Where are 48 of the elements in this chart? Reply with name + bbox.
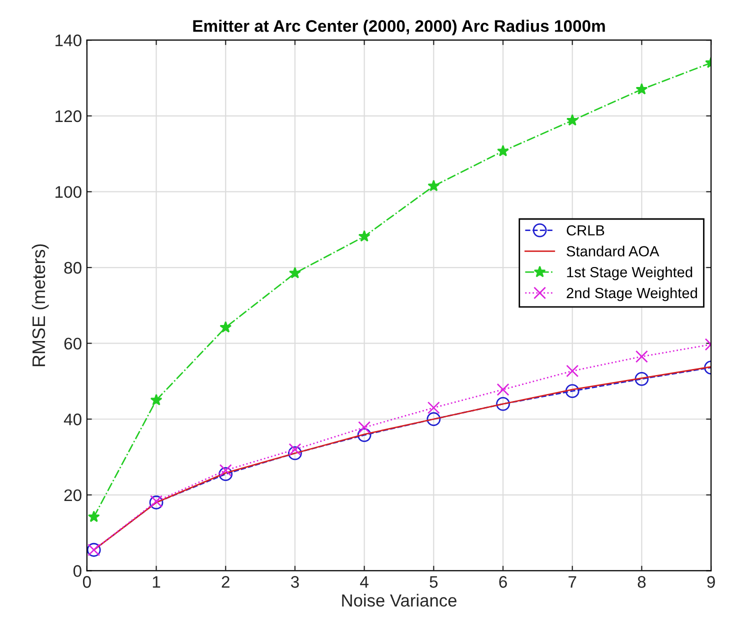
y-tick-label: 80 bbox=[64, 262, 82, 274]
point bbox=[358, 230, 370, 242]
x-tick-label: 4 bbox=[360, 576, 368, 588]
y-tick-label: 100 bbox=[56, 186, 82, 198]
point bbox=[496, 397, 510, 411]
point bbox=[357, 428, 372, 442]
x-tick-label: 2 bbox=[222, 576, 230, 588]
point bbox=[496, 383, 510, 396]
y-tick-label: 60 bbox=[64, 338, 82, 350]
point bbox=[428, 180, 440, 192]
point bbox=[636, 83, 648, 95]
point bbox=[426, 412, 441, 426]
y-axis-title: RMSE (meters) bbox=[32, 244, 49, 366]
point bbox=[218, 467, 233, 482]
y-tick-label: 20 bbox=[64, 489, 82, 502]
x-tick-label: 3 bbox=[290, 576, 299, 588]
x-tick-label: 0 bbox=[82, 576, 91, 588]
point bbox=[566, 364, 579, 378]
point bbox=[220, 321, 232, 333]
y-tick-label: 40 bbox=[64, 414, 82, 426]
point bbox=[288, 446, 302, 460]
point bbox=[565, 384, 580, 398]
legend-label: Standard AOA bbox=[566, 246, 660, 256]
point bbox=[150, 394, 162, 406]
x-tick-label: 9 bbox=[707, 576, 715, 588]
point bbox=[358, 421, 371, 434]
x-tick-label: 7 bbox=[568, 576, 576, 588]
y-tick-label: 120 bbox=[56, 110, 82, 122]
point bbox=[288, 266, 301, 278]
point bbox=[635, 350, 648, 363]
x-axis-title: Noise Variance bbox=[342, 594, 456, 607]
point bbox=[88, 510, 100, 522]
y-tick-label: 0 bbox=[73, 565, 82, 577]
y-tick-label: 140 bbox=[56, 34, 82, 46]
point bbox=[219, 464, 232, 477]
point bbox=[427, 402, 440, 414]
legend-label: 1st Stage Weighted bbox=[567, 266, 692, 280]
x-tick-label: 8 bbox=[638, 576, 646, 588]
legend-label: CRLB bbox=[566, 225, 604, 236]
chart-title: Emitter at Arc Center (2000, 2000) Arc Radius 1000m bbox=[193, 20, 605, 36]
x-tick-label: 1 bbox=[152, 576, 160, 588]
legend-label: 2nd Stage Weighted bbox=[566, 287, 697, 302]
x-tick-label: 6 bbox=[499, 576, 507, 588]
point bbox=[566, 114, 578, 126]
point bbox=[634, 372, 649, 386]
point bbox=[288, 443, 302, 456]
x-tick-label: 5 bbox=[430, 576, 438, 588]
point bbox=[497, 144, 509, 156]
